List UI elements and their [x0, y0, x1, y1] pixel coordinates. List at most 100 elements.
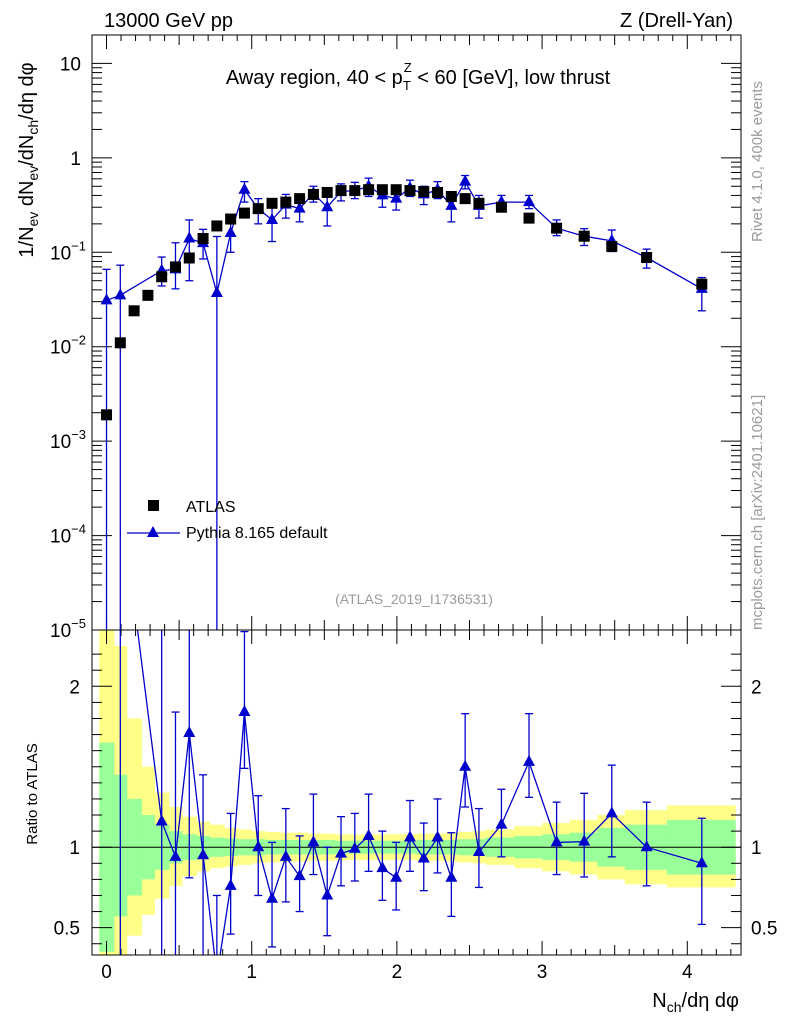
legend-pythia-label: Pythia 8.165 default [186, 525, 328, 542]
atlas-point [266, 197, 278, 209]
main-axis-ticks [91, 34, 741, 631]
main-title: Away region, 40 < pTZ < 60 [GeV], low th… [226, 60, 611, 93]
ratio-line [136, 630, 702, 955]
main-y-tick-label: 1 [70, 149, 81, 170]
pythia-point [238, 182, 251, 194]
atlas-point [183, 252, 195, 264]
atlas-point [473, 197, 485, 209]
pythia-point [224, 226, 237, 238]
pythia-point [100, 293, 113, 305]
atlas-point [225, 213, 237, 225]
pythia-point [266, 212, 279, 224]
atlas-point [211, 220, 223, 232]
ratio-point [266, 891, 279, 903]
main-y-tick-label: 10−3 [50, 427, 86, 453]
ratio-point [431, 830, 444, 842]
atlas-point [606, 241, 618, 253]
atlas-point [156, 271, 168, 283]
atlas-point [169, 261, 181, 273]
pythia-point [321, 200, 334, 212]
atlas-point [114, 337, 126, 349]
atlas-point [404, 185, 416, 197]
ratio-y-tick-label-left: 0.5 [54, 919, 80, 940]
atlas-point [495, 201, 507, 213]
atlas-point [142, 289, 154, 301]
pythia-point [210, 286, 223, 298]
legend-atlas-label: ATLAS [186, 499, 236, 516]
atlas-point [349, 185, 361, 197]
ratio-point [605, 806, 618, 818]
main-y-tick-label: 10−4 [50, 522, 86, 548]
legend: ATLAS Pythia 8.165 default [127, 499, 328, 542]
analysis-tag: (ATLAS_2019_I1736531) [335, 591, 493, 607]
main-y-tick-label: 10 [60, 54, 81, 75]
atlas-point [696, 278, 708, 290]
ratio-point [279, 849, 292, 861]
ratio-axis-ticks [91, 630, 741, 955]
ratio-point [459, 759, 472, 771]
atlas-point [128, 305, 140, 317]
legend-atlas-marker [148, 500, 159, 511]
atlas-point [335, 185, 347, 197]
ratio-point [362, 828, 375, 840]
pythia-point [183, 231, 196, 243]
ratio-point [472, 845, 485, 857]
main-panel: 10 1 10−1 10−2 10−3 10−4 10−5 Away region, 40 … [16, 34, 742, 642]
ratio-point [376, 861, 389, 873]
ratio-point [155, 814, 168, 826]
x-tick-label: 1 [246, 962, 257, 983]
ratio-point [169, 849, 182, 861]
atlas-point [321, 186, 333, 198]
main-y-tick-label: 10−5 [50, 616, 86, 642]
main-y-axis-label: 1/Nev dNev/dNch/dη dφ [16, 62, 41, 257]
ratio-point [695, 856, 708, 868]
legend-pythia-marker [147, 526, 159, 537]
atlas-point [294, 193, 306, 205]
atlas-point [197, 232, 209, 244]
ratio-y-tick-label-right: 0.5 [751, 919, 777, 940]
mcplots-credit-label: mcplots.cern.ch [arXiv:2401.10621] [749, 395, 766, 630]
ratio-point [307, 835, 320, 847]
header-energy-label: 13000 GeV pp [104, 10, 233, 32]
ratio-point [640, 840, 653, 852]
ratio-point [252, 840, 265, 852]
atlas-point [252, 203, 264, 215]
ratio-y-tick-label-right: 1 [751, 838, 762, 859]
x-axis-label: Nch/dη dφ [652, 990, 739, 1015]
rivet-version-label: Rivet 4.1.0, 400k events [749, 81, 766, 242]
ratio-y-tick-label-left: 1 [69, 838, 80, 859]
x-tick-label: 4 [682, 962, 693, 983]
atlas-point [445, 190, 457, 202]
x-tick-label: 2 [392, 962, 403, 983]
ratio-point [495, 817, 508, 829]
ratio-y-tick-labels: 2 2 1 1 0.5 0.5 [54, 677, 778, 939]
pythia-point [114, 288, 127, 300]
atlas-point [418, 186, 430, 198]
atlas-point [363, 184, 375, 196]
ratio-point [550, 835, 563, 847]
ratio-point [335, 846, 348, 858]
atlas-point [432, 186, 444, 198]
ratio-uncertainty-bands [99, 630, 736, 955]
ratio-point [238, 705, 251, 717]
x-tick-label: 3 [537, 962, 548, 983]
ratio-y-tick-label-right: 2 [751, 677, 762, 698]
header-process-label: Z (Drell-Yan) [620, 10, 733, 32]
ratio-point [211, 969, 223, 980]
main-y-tick-label: 10−1 [50, 238, 86, 264]
atlas-point [459, 193, 471, 205]
ratio-x-tick-labels: 0 1 2 3 4 [101, 962, 693, 983]
atlas-point [390, 184, 402, 196]
x-tick-label: 0 [101, 962, 112, 983]
ratio-point [445, 870, 458, 882]
ratio-data-layer [119, 630, 708, 980]
atlas-point [523, 212, 535, 224]
pythia-point [459, 174, 472, 186]
ratio-point [293, 869, 306, 881]
atlas-point [641, 252, 653, 264]
atlas-point [376, 184, 388, 196]
ratio-point [348, 841, 361, 853]
ratio-point [417, 851, 430, 863]
ratio-y-tick-label-left: 2 [69, 677, 80, 698]
